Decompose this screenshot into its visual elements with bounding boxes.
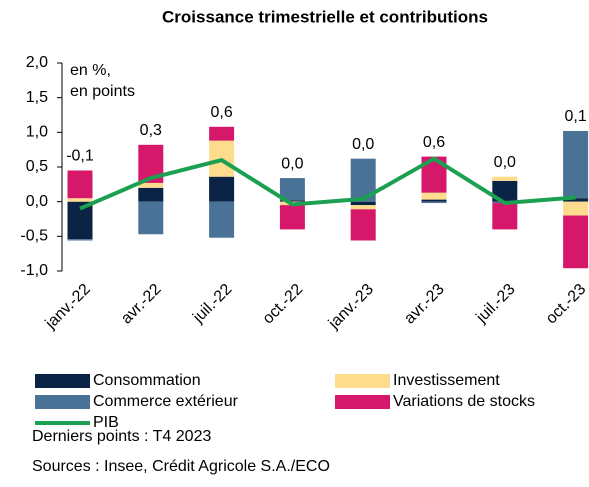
annotation: en %, <box>70 62 111 79</box>
y-tick-label: 0,0 <box>26 193 48 210</box>
x-tick-label: avr.-23 <box>401 281 448 328</box>
x-tick-label: janv.-23 <box>325 281 377 333</box>
legend-label: Variations de stocks <box>393 393 535 410</box>
x-tick-label: oct.-23 <box>543 281 589 328</box>
bar-segment <box>279 178 305 201</box>
bar-segment <box>492 203 518 230</box>
data-label: 0,6 <box>423 134 445 151</box>
footnote: Derniers points : T4 2023 <box>32 428 211 445</box>
bar-segment <box>138 201 164 235</box>
pib-line <box>79 156 576 211</box>
bar-segment <box>209 176 235 202</box>
bar-segment <box>138 182 164 188</box>
footnote: Sources : Insee, Crédit Agricole S.A./EC… <box>32 458 330 475</box>
bar-segment <box>67 170 93 199</box>
legend-label: Commerce extérieur <box>93 393 239 410</box>
bar-segment <box>209 126 235 141</box>
legend-label: PIB <box>93 414 119 431</box>
bar-segment <box>209 201 235 238</box>
bar-segment <box>279 205 305 230</box>
y-tick-label: 0,5 <box>26 158 48 175</box>
data-label: 0,0 <box>352 136 374 153</box>
data-label: 0,1 <box>564 108 586 125</box>
x-tick-label: juil.-22 <box>189 281 235 327</box>
y-tick-label: 1,5 <box>26 89 48 106</box>
bar-segment <box>421 192 447 200</box>
chart-title: Croissance trimestrielle et contribution… <box>162 7 488 26</box>
bar-segment <box>421 199 447 202</box>
y-tick-label: 1,0 <box>26 124 48 141</box>
bar-segment <box>279 200 305 202</box>
legend-swatch <box>335 395 390 409</box>
bar-segment <box>492 176 518 181</box>
bar-segment <box>350 209 376 241</box>
bar-segment <box>563 201 589 216</box>
x-tick-label: oct.-22 <box>260 281 307 328</box>
x-tick-label: avr.-22 <box>118 281 165 328</box>
bar-segment <box>350 205 376 210</box>
bar-segment <box>563 215 589 269</box>
bar-segment <box>492 180 518 202</box>
legend-swatch <box>335 374 390 388</box>
data-label: 0,6 <box>210 104 232 121</box>
data-label: 0,0 <box>281 155 303 172</box>
data-label: 0,3 <box>140 122 162 139</box>
y-tick-label: -0,5 <box>20 228 48 245</box>
bar-segment <box>350 201 376 206</box>
legend-swatch <box>35 374 90 388</box>
legend-label: Consommation <box>93 372 201 389</box>
bar-segment <box>421 201 447 204</box>
legend-label: Investissement <box>393 372 500 389</box>
data-label: -0,1 <box>66 148 94 165</box>
bar-segment <box>67 239 93 241</box>
y-tick-label: 2,0 <box>26 54 48 71</box>
y-tick-label: -1,0 <box>20 262 48 279</box>
legend-swatch <box>35 395 90 409</box>
annotation: en points <box>70 83 135 100</box>
data-label: 0,0 <box>494 154 516 171</box>
x-tick-label: juil.-23 <box>473 281 519 327</box>
bar-segment <box>563 198 589 202</box>
bar-segment <box>138 187 164 202</box>
bar-segment <box>563 130 589 199</box>
bar-segment <box>67 198 93 202</box>
x-tick-label: janv.-22 <box>42 281 94 333</box>
